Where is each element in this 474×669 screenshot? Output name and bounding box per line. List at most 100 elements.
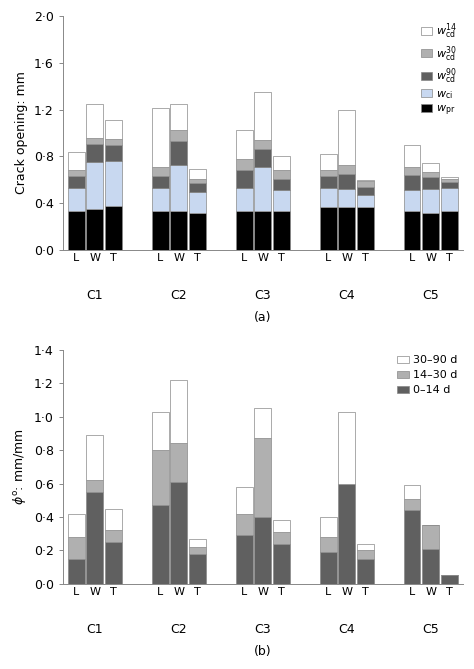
Bar bbox=[152, 450, 169, 505]
Bar bbox=[319, 188, 337, 207]
Text: (b): (b) bbox=[254, 645, 272, 658]
Bar bbox=[105, 161, 122, 205]
Bar bbox=[403, 191, 420, 211]
Y-axis label: $\phi^{\rm o}$: mm/mm: $\phi^{\rm o}$: mm/mm bbox=[11, 428, 28, 505]
Bar bbox=[357, 559, 374, 584]
Bar bbox=[319, 154, 337, 171]
Bar bbox=[152, 108, 169, 167]
Bar bbox=[255, 408, 271, 438]
Text: C1: C1 bbox=[87, 623, 103, 636]
Bar bbox=[255, 92, 271, 140]
Bar bbox=[189, 169, 206, 179]
Bar bbox=[255, 517, 271, 584]
Bar bbox=[319, 177, 337, 188]
Bar bbox=[68, 188, 85, 211]
Bar bbox=[68, 514, 85, 537]
Bar bbox=[152, 505, 169, 584]
Bar bbox=[152, 411, 169, 450]
Bar bbox=[189, 183, 206, 191]
Bar bbox=[105, 205, 122, 250]
Bar bbox=[255, 140, 271, 149]
Y-axis label: Crack opening: mm: Crack opening: mm bbox=[15, 72, 28, 195]
Bar bbox=[357, 195, 374, 207]
Text: C3: C3 bbox=[255, 623, 271, 636]
Bar bbox=[86, 209, 103, 250]
Bar bbox=[105, 508, 122, 531]
Bar bbox=[105, 120, 122, 139]
Bar bbox=[422, 549, 439, 584]
Bar bbox=[86, 435, 103, 480]
Bar bbox=[273, 532, 290, 544]
Bar bbox=[441, 182, 458, 188]
Legend: $w_{\rm cd}^{14}$, $w_{\rm cd}^{30}$, $w_{\rm cd}^{90}$, $w_{\rm ci}$, $w_{\rm p: $w_{\rm cd}^{14}$, $w_{\rm cd}^{30}$, $w… bbox=[421, 21, 457, 118]
Bar bbox=[357, 187, 374, 195]
Bar bbox=[338, 165, 355, 174]
Bar bbox=[338, 174, 355, 189]
Bar bbox=[236, 487, 253, 514]
Bar bbox=[189, 554, 206, 584]
Bar bbox=[236, 188, 253, 211]
Bar bbox=[422, 163, 439, 172]
Bar bbox=[273, 211, 290, 250]
Bar bbox=[422, 525, 439, 549]
Text: C5: C5 bbox=[422, 289, 439, 302]
Bar bbox=[68, 171, 85, 177]
Bar bbox=[441, 177, 458, 179]
Bar bbox=[170, 141, 187, 165]
Bar bbox=[236, 211, 253, 250]
Bar bbox=[422, 172, 439, 177]
Bar bbox=[68, 537, 85, 559]
Bar bbox=[189, 179, 206, 183]
Bar bbox=[319, 537, 337, 552]
Bar bbox=[255, 438, 271, 517]
Bar bbox=[255, 167, 271, 211]
Bar bbox=[68, 211, 85, 250]
Bar bbox=[105, 542, 122, 584]
Text: C2: C2 bbox=[171, 623, 187, 636]
Bar bbox=[152, 211, 169, 250]
Bar bbox=[273, 520, 290, 532]
Bar bbox=[441, 575, 458, 584]
Bar bbox=[86, 104, 103, 138]
Bar bbox=[68, 152, 85, 171]
Text: C3: C3 bbox=[255, 289, 271, 302]
Bar bbox=[170, 104, 187, 130]
Bar bbox=[338, 207, 355, 250]
Bar bbox=[236, 514, 253, 535]
Text: C1: C1 bbox=[87, 289, 103, 302]
Bar bbox=[68, 177, 85, 188]
Bar bbox=[422, 177, 439, 189]
Bar bbox=[422, 213, 439, 250]
Bar bbox=[403, 167, 420, 175]
Bar bbox=[441, 179, 458, 182]
Bar bbox=[338, 411, 355, 484]
Bar bbox=[236, 171, 253, 188]
Bar bbox=[170, 211, 187, 250]
Bar bbox=[441, 211, 458, 250]
Bar bbox=[86, 138, 103, 144]
Bar bbox=[170, 444, 187, 482]
Bar bbox=[319, 552, 337, 584]
Bar bbox=[403, 175, 420, 191]
Bar bbox=[403, 498, 420, 510]
Bar bbox=[236, 130, 253, 159]
Bar bbox=[403, 485, 420, 498]
Bar bbox=[319, 207, 337, 250]
Bar bbox=[236, 159, 253, 171]
Text: C4: C4 bbox=[338, 289, 355, 302]
Bar bbox=[357, 551, 374, 559]
Bar bbox=[357, 180, 374, 181]
Bar bbox=[273, 157, 290, 171]
Bar bbox=[189, 213, 206, 250]
Bar bbox=[357, 207, 374, 250]
Bar bbox=[273, 191, 290, 211]
Bar bbox=[86, 480, 103, 492]
Bar bbox=[152, 167, 169, 177]
Bar bbox=[357, 181, 374, 187]
Bar bbox=[170, 165, 187, 211]
Bar bbox=[403, 510, 420, 584]
Text: C2: C2 bbox=[171, 289, 187, 302]
Bar bbox=[170, 482, 187, 584]
Bar bbox=[105, 139, 122, 145]
Bar bbox=[86, 144, 103, 163]
